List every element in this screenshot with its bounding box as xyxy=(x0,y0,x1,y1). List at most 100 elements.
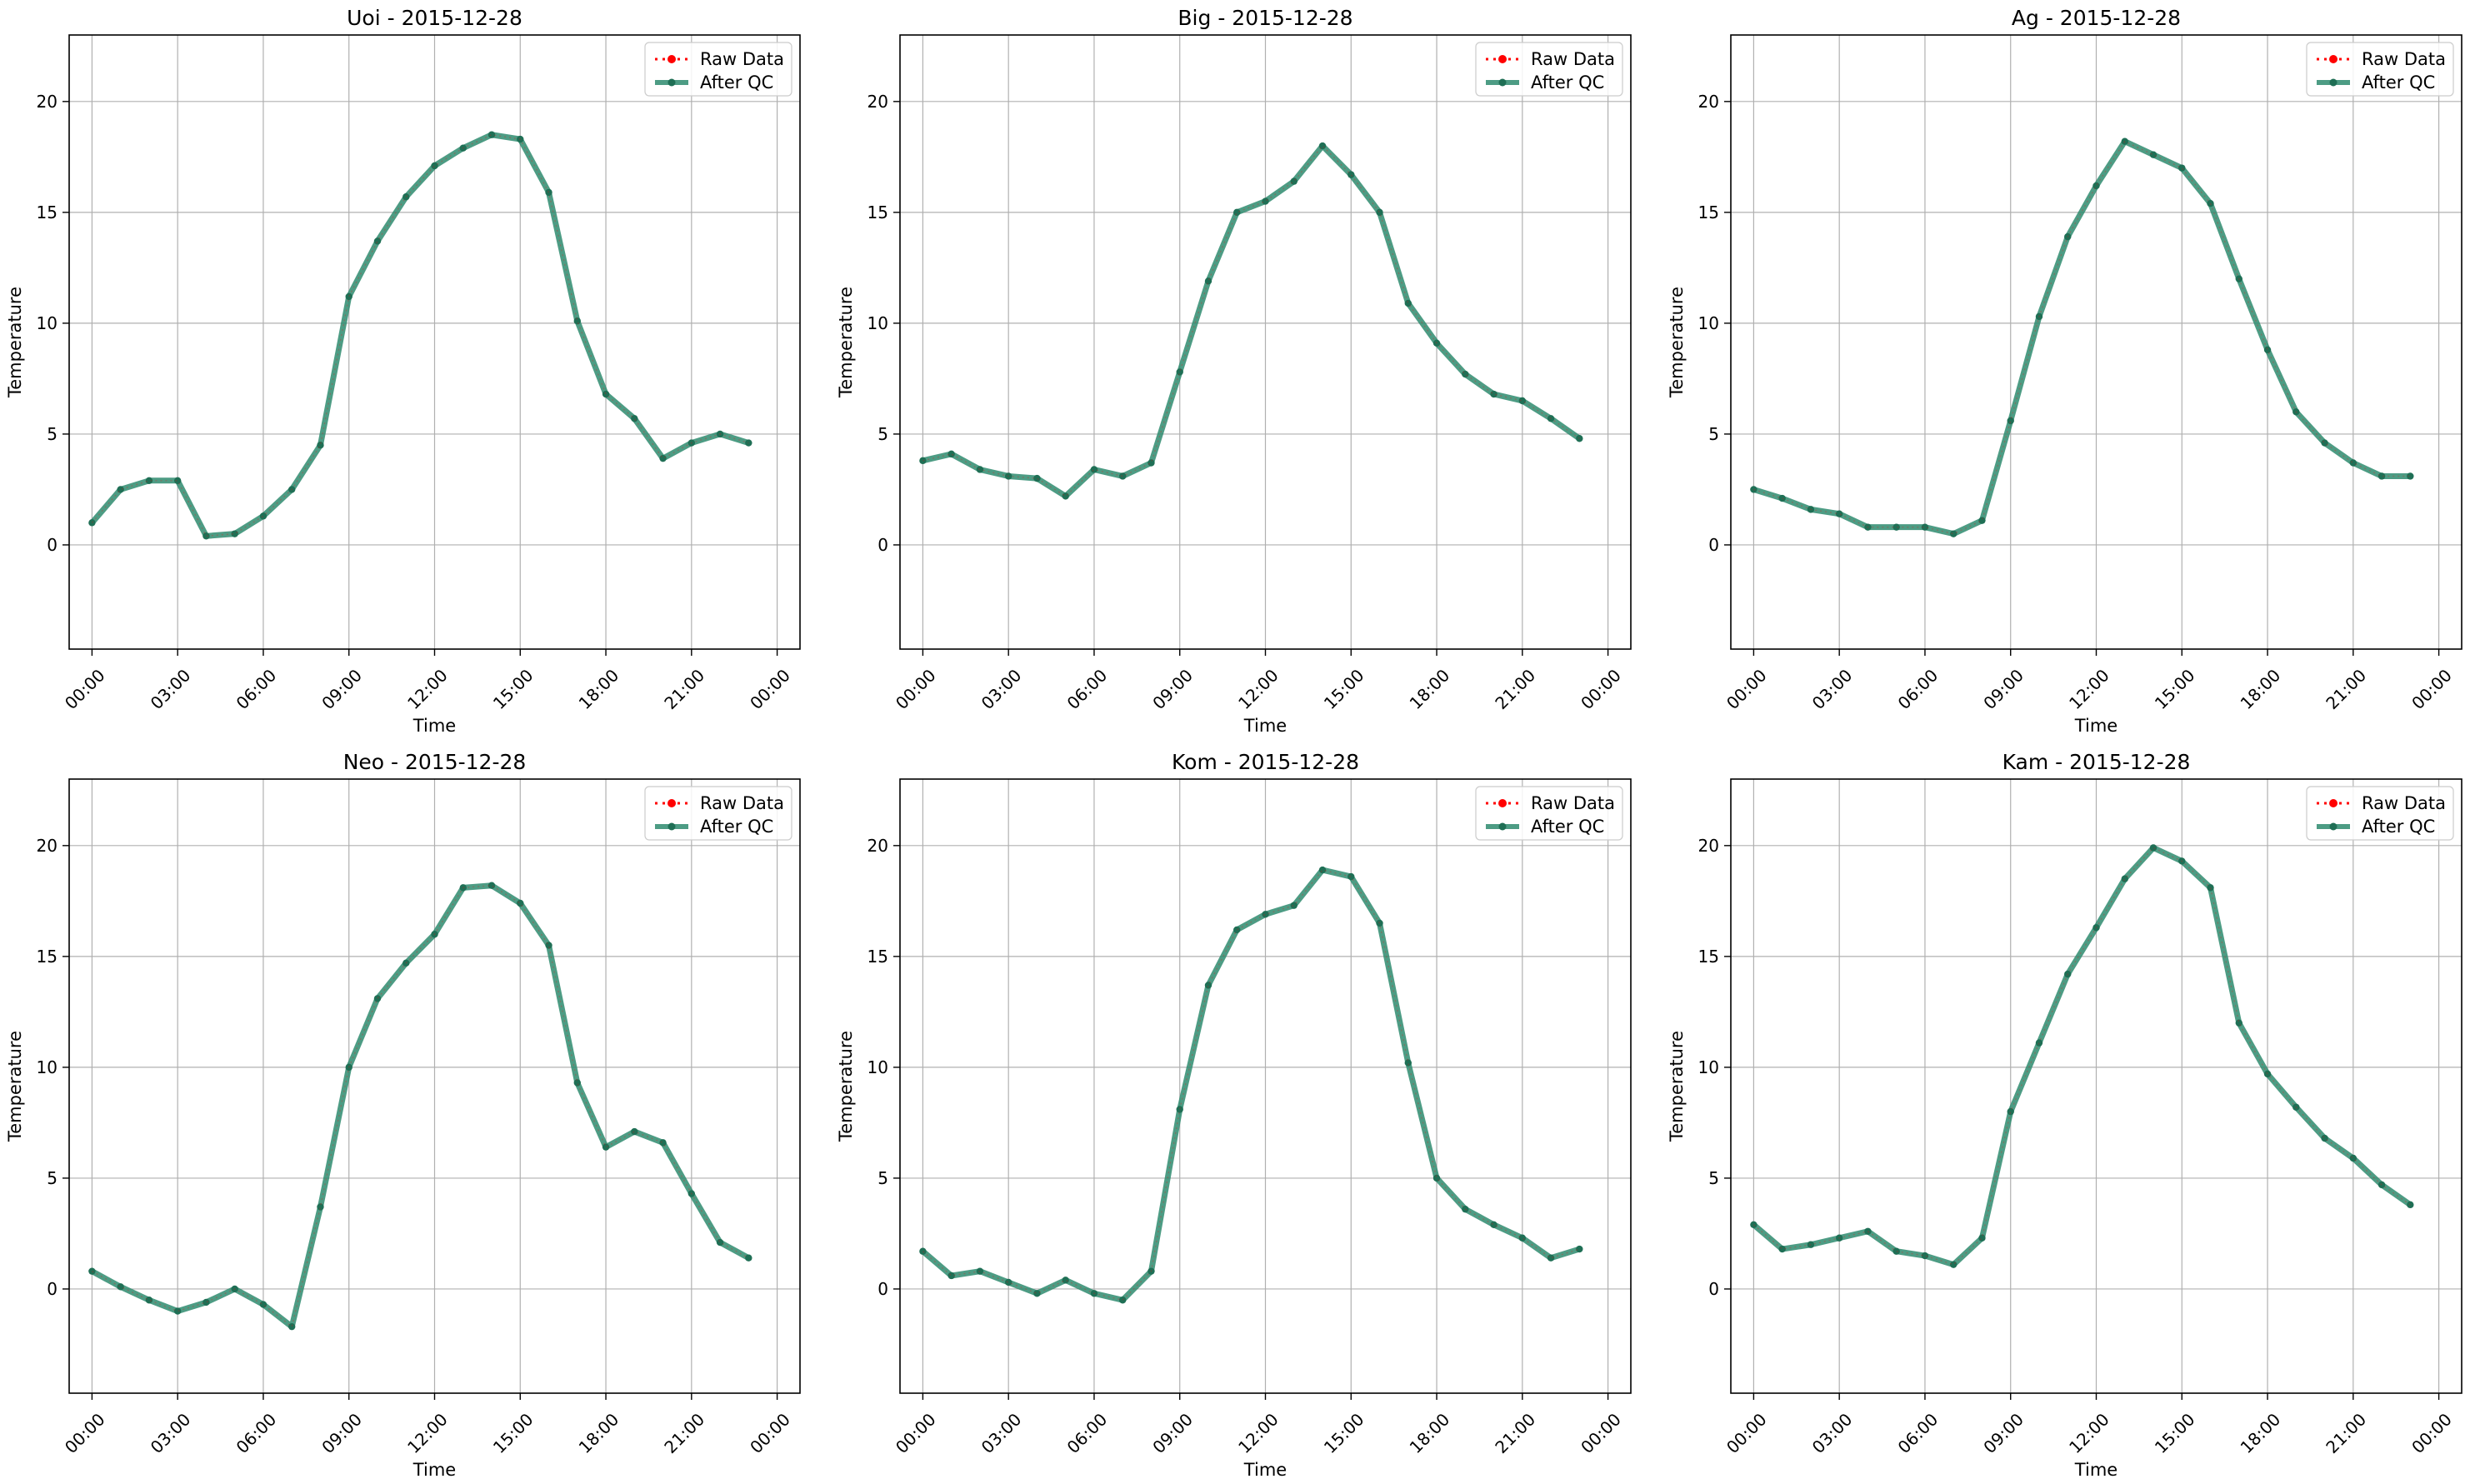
point-after-qc xyxy=(1176,368,1183,376)
legend-label-raw-data: Raw Data xyxy=(1531,793,1615,813)
point-after-qc xyxy=(202,532,210,540)
point-after-qc xyxy=(373,237,382,245)
legend-label-raw-data: Raw Data xyxy=(700,49,784,69)
x-tick-label: 12:00 xyxy=(1234,1409,1282,1457)
x-tick-label: 09:00 xyxy=(318,1409,366,1457)
x-tick-label: 03:00 xyxy=(978,665,1026,713)
legend-marker-raw-data xyxy=(668,55,676,63)
point-after-qc xyxy=(631,1127,638,1136)
subplot-4: 00:00 03:00 06:00 09:00 12:00 15:00 18:00 21:00… xyxy=(836,750,1632,1480)
point-after-qc xyxy=(288,1322,296,1331)
point-after-qc xyxy=(1062,492,1069,500)
point-after-qc xyxy=(173,477,182,484)
y-tick-label: 0 xyxy=(1708,535,1719,555)
y-tick-label: 10 xyxy=(37,1057,58,1077)
x-tick-label: 06:00 xyxy=(1894,1409,1942,1457)
point-after-qc xyxy=(602,1143,610,1151)
y-tick-label: 15 xyxy=(37,947,58,967)
point-after-qc xyxy=(402,959,410,967)
x-axis-label: Time xyxy=(2074,716,2118,736)
series-line-after-qc xyxy=(922,142,1582,499)
point-after-qc xyxy=(919,1247,927,1255)
y-tick-label: 0 xyxy=(1708,1279,1719,1299)
point-after-qc xyxy=(2349,459,2358,467)
point-after-qc xyxy=(1921,523,1929,531)
y-tick-label: 20 xyxy=(868,92,888,112)
point-after-qc xyxy=(1119,472,1127,480)
x-tick-label: 03:00 xyxy=(147,665,195,713)
x-tick-label: 21:00 xyxy=(660,665,708,713)
legend-label-after-qc: After QC xyxy=(2362,817,2435,837)
point-after-qc xyxy=(573,1079,581,1087)
y-tick-label: 10 xyxy=(868,1057,888,1077)
x-tick-label: 15:00 xyxy=(2151,1409,2199,1457)
series-line-after-qc xyxy=(89,132,750,539)
point-after-qc xyxy=(1033,474,1041,482)
x-tick-label: 00:00 xyxy=(61,665,109,713)
point-after-qc xyxy=(1576,435,1583,442)
y-tick-label: 10 xyxy=(1698,1057,1719,1077)
y-tick-label: 20 xyxy=(1698,836,1719,856)
y-tick-label: 5 xyxy=(47,424,58,444)
legend-label-raw-data: Raw Data xyxy=(2362,49,2446,69)
point-after-qc xyxy=(1262,197,1269,205)
point-after-qc xyxy=(2035,1039,2043,1047)
y-tick-label: 5 xyxy=(1708,1168,1719,1188)
point-after-qc xyxy=(2321,1134,2328,1142)
point-after-qc xyxy=(2064,232,2072,241)
legend-marker-raw-data xyxy=(1498,55,1507,63)
point-after-qc xyxy=(1233,208,1241,217)
point-after-qc xyxy=(1864,523,1872,531)
x-tick-label: 09:00 xyxy=(1979,665,2028,713)
point-after-qc xyxy=(231,530,238,537)
x-tick-label: 03:00 xyxy=(1808,665,1857,713)
point-after-qc xyxy=(1432,1174,1441,1182)
point-after-qc xyxy=(1921,1252,1929,1260)
series-line-raw-data xyxy=(92,884,749,1328)
subplot-3: 00:00 03:00 06:00 09:00 12:00 15:00 18:00 21:00… xyxy=(5,750,801,1480)
y-axis-label: Temperature xyxy=(1667,1031,1687,1142)
point-after-qc xyxy=(345,292,352,301)
point-after-qc xyxy=(1462,1205,1469,1213)
x-tick-label: 00:00 xyxy=(892,1409,940,1457)
point-after-qc xyxy=(2378,1181,2386,1189)
y-tick-label: 20 xyxy=(868,836,888,856)
subplot-2: 00:00 03:00 06:00 09:00 12:00 15:00 18:00 21:00… xyxy=(1667,6,2462,736)
point-after-qc xyxy=(2178,164,2186,172)
x-axis-label: Time xyxy=(1243,716,1287,736)
point-after-qc xyxy=(145,477,153,484)
point-after-qc xyxy=(2207,884,2214,892)
x-tick-label: 06:00 xyxy=(1063,1409,1112,1457)
y-tick-label: 15 xyxy=(868,202,888,222)
point-after-qc xyxy=(1490,390,1498,398)
subplot-0: 00:00 03:00 06:00 09:00 12:00 15:00 18:00 21:00… xyxy=(5,6,801,736)
subplot-title: Kam - 2015-12-28 xyxy=(2002,750,2191,774)
subplot-5: 00:00 03:00 06:00 09:00 12:00 15:00 18:00 21:00… xyxy=(1667,750,2462,1480)
series-line-raw-data xyxy=(922,869,1580,1302)
point-after-qc xyxy=(1348,872,1355,881)
y-tick-label: 20 xyxy=(1698,92,1719,112)
point-after-qc xyxy=(2149,844,2158,852)
point-after-qc xyxy=(88,1267,96,1275)
point-after-qc xyxy=(688,1190,696,1197)
x-tick-label: 09:00 xyxy=(318,665,366,713)
x-tick-label: 18:00 xyxy=(2237,665,2285,713)
point-after-qc xyxy=(976,1267,984,1275)
legend-marker-raw-data xyxy=(1498,799,1507,807)
point-after-qc xyxy=(1204,277,1212,285)
legend-label-after-qc: After QC xyxy=(2362,72,2435,92)
x-tick-label: 18:00 xyxy=(575,1409,623,1457)
point-after-qc xyxy=(1547,1254,1555,1262)
x-tick-label: 06:00 xyxy=(1063,665,1112,713)
x-tick-label: 21:00 xyxy=(1491,1409,1539,1457)
x-tick-label: 00:00 xyxy=(1722,1409,1771,1457)
point-after-qc xyxy=(2178,857,2186,865)
legend-label-after-qc: After QC xyxy=(1531,72,1604,92)
point-after-qc xyxy=(1004,1278,1012,1287)
point-after-qc xyxy=(517,135,524,143)
point-after-qc xyxy=(373,995,382,1002)
x-tick-label: 09:00 xyxy=(1148,1409,1197,1457)
point-after-qc xyxy=(2092,182,2100,190)
x-tick-label: 09:00 xyxy=(1979,1409,2028,1457)
subplot-title: Neo - 2015-12-28 xyxy=(343,750,527,774)
